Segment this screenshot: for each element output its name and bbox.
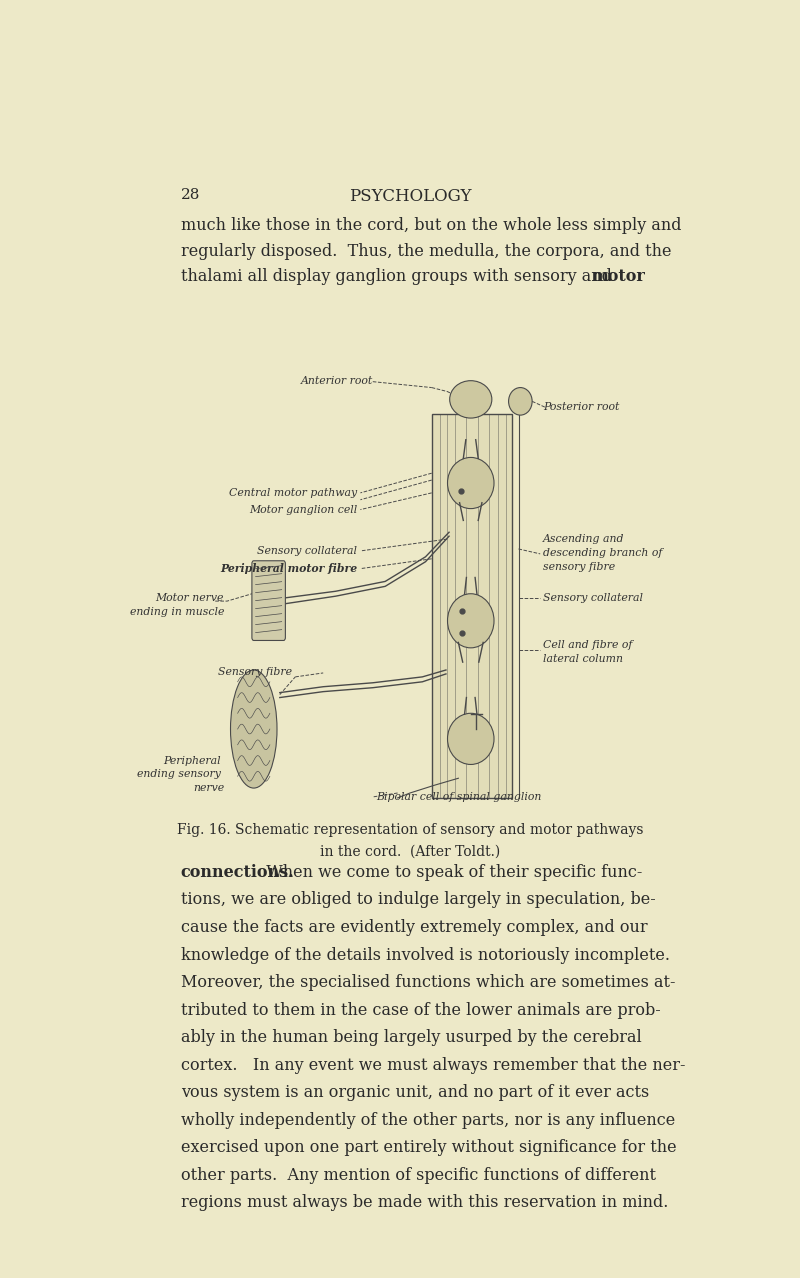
Text: tions, we are obliged to indulge largely in speculation, be-: tions, we are obliged to indulge largely… bbox=[181, 892, 655, 909]
Text: motor: motor bbox=[592, 268, 646, 285]
Ellipse shape bbox=[230, 670, 277, 789]
Text: Bipolar cell of spinal ganglion: Bipolar cell of spinal ganglion bbox=[376, 792, 542, 801]
Text: in the cord.  (After Toldt.): in the cord. (After Toldt.) bbox=[320, 845, 500, 859]
Text: Motor ganglion cell: Motor ganglion cell bbox=[249, 505, 358, 515]
Text: Cell and fibre of: Cell and fibre of bbox=[543, 640, 633, 651]
Text: descending branch of: descending branch of bbox=[543, 548, 662, 558]
Ellipse shape bbox=[509, 387, 532, 415]
Ellipse shape bbox=[447, 458, 494, 509]
Text: Ascending and: Ascending and bbox=[543, 534, 625, 544]
Bar bbox=[432, 414, 512, 797]
Text: other parts.  Any mention of specific functions of different: other parts. Any mention of specific fun… bbox=[181, 1167, 656, 1183]
Text: regularly disposed.  Thus, the medulla, the corpora, and the: regularly disposed. Thus, the medulla, t… bbox=[181, 243, 671, 259]
Ellipse shape bbox=[447, 713, 494, 764]
Text: lateral column: lateral column bbox=[543, 654, 623, 665]
Text: cause the facts are evidently extremely complex, and our: cause the facts are evidently extremely … bbox=[181, 919, 647, 935]
Text: connections.: connections. bbox=[181, 864, 294, 881]
Text: regions must always be made with this reservation in mind.: regions must always be made with this re… bbox=[181, 1195, 668, 1212]
Text: Sensory collateral: Sensory collateral bbox=[258, 546, 358, 556]
Text: thalami all display ganglion groups with sensory and: thalami all display ganglion groups with… bbox=[181, 268, 617, 285]
Text: cortex.   In any event we must always remember that the ner-: cortex. In any event we must always reme… bbox=[181, 1057, 685, 1074]
Text: Posterior root: Posterior root bbox=[543, 403, 620, 413]
Text: Anterior root: Anterior root bbox=[301, 376, 373, 386]
Text: Sensory collateral: Sensory collateral bbox=[543, 593, 643, 603]
FancyBboxPatch shape bbox=[252, 561, 286, 640]
Text: ending in muscle: ending in muscle bbox=[130, 607, 224, 617]
Text: wholly independently of the other parts, nor is any influence: wholly independently of the other parts,… bbox=[181, 1112, 675, 1128]
Text: Central motor pathway: Central motor pathway bbox=[229, 488, 358, 498]
Text: Motor nerve: Motor nerve bbox=[156, 593, 224, 603]
Text: Moreover, the specialised functions which are sometimes at-: Moreover, the specialised functions whic… bbox=[181, 974, 675, 990]
Text: tributed to them in the case of the lower animals are prob-: tributed to them in the case of the lowe… bbox=[181, 1002, 660, 1019]
Text: nerve: nerve bbox=[193, 783, 224, 794]
Text: exercised upon one part entirely without significance for the: exercised upon one part entirely without… bbox=[181, 1140, 676, 1157]
Text: 28: 28 bbox=[181, 188, 200, 202]
Text: When we come to speak of their specific func-: When we come to speak of their specific … bbox=[256, 864, 642, 881]
Text: sensory fibre: sensory fibre bbox=[543, 561, 615, 571]
Text: PSYCHOLOGY: PSYCHOLOGY bbox=[349, 188, 471, 204]
Text: ably in the human being largely usurped by the cerebral: ably in the human being largely usurped … bbox=[181, 1029, 642, 1047]
Text: vous system is an organic unit, and no part of it ever acts: vous system is an organic unit, and no p… bbox=[181, 1084, 649, 1102]
Text: knowledge of the details involved is notoriously incomplete.: knowledge of the details involved is not… bbox=[181, 947, 670, 964]
Ellipse shape bbox=[447, 594, 494, 648]
Text: ending sensory: ending sensory bbox=[137, 769, 221, 780]
Text: Sensory fibre: Sensory fibre bbox=[218, 667, 292, 677]
Text: Peripheral motor fibre: Peripheral motor fibre bbox=[220, 564, 358, 574]
Text: Fig. 16. Schematic representation of sensory and motor pathways: Fig. 16. Schematic representation of sen… bbox=[177, 823, 643, 837]
Text: much like those in the cord, but on the whole less simply and: much like those in the cord, but on the … bbox=[181, 217, 681, 234]
Ellipse shape bbox=[450, 381, 492, 418]
Text: Peripheral: Peripheral bbox=[163, 755, 221, 766]
